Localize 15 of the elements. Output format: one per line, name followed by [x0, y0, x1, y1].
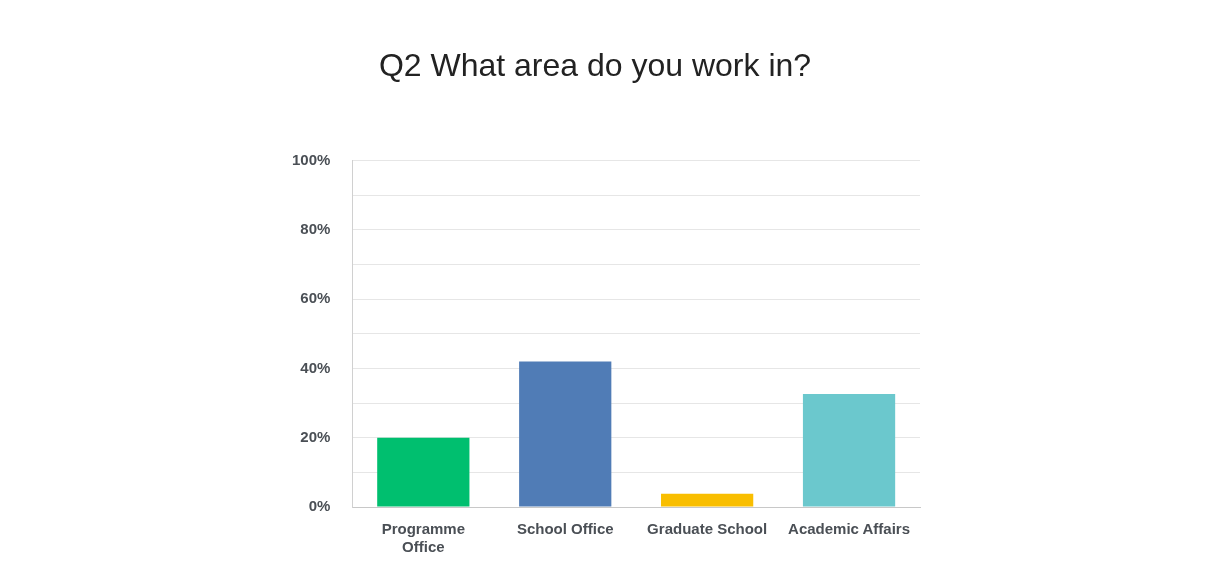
y-tick-label: 0%: [308, 497, 331, 515]
y-tick-label: 40%: [300, 358, 331, 376]
x-tick-label: Programme Office: [381, 520, 466, 556]
y-tick-label: 20%: [300, 427, 331, 445]
x-tick-label: School Office: [516, 520, 614, 538]
x-tick-label: Graduate School: [647, 520, 768, 538]
y-tick-label: 60%: [300, 289, 331, 307]
bar: [377, 437, 470, 507]
chart-title: Q2 What area do you work in?: [378, 47, 812, 84]
bar: [519, 361, 612, 507]
bar: [661, 493, 754, 507]
x-tick-label: Academic Affairs: [788, 520, 911, 538]
y-tick-label: 100%: [291, 150, 331, 168]
bar: [802, 394, 896, 507]
y-tick-label: 80%: [300, 219, 331, 237]
